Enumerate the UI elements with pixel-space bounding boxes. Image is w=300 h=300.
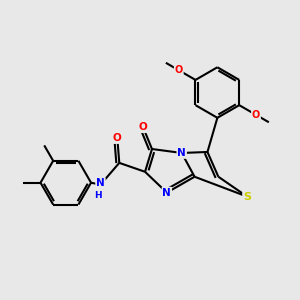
Text: O: O <box>252 110 260 120</box>
Text: O: O <box>139 122 147 132</box>
Text: O: O <box>175 65 183 75</box>
Text: S: S <box>243 192 251 202</box>
Text: N: N <box>163 188 171 198</box>
Text: N: N <box>96 178 105 188</box>
Text: O: O <box>113 133 122 143</box>
Text: N: N <box>177 148 186 158</box>
Text: H: H <box>94 191 102 200</box>
